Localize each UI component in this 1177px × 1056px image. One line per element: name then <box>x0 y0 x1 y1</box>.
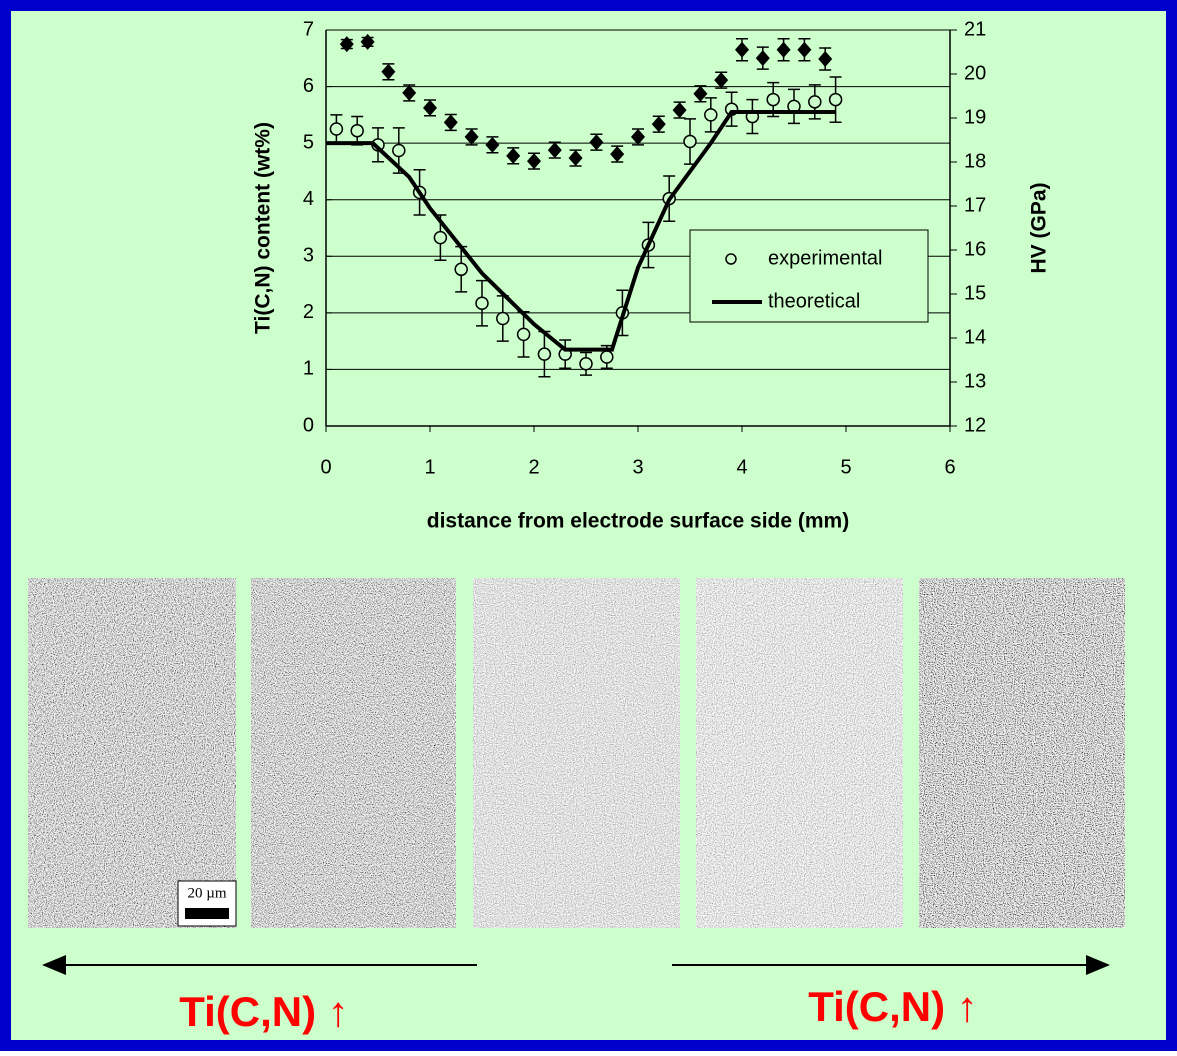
data-point <box>797 41 812 58</box>
data-point <box>818 51 833 68</box>
data-point <box>631 128 645 145</box>
micrograph <box>251 578 456 928</box>
x-tick-label: 3 <box>632 456 643 478</box>
y-tick-label: 3 <box>303 245 314 267</box>
data-point <box>776 41 791 58</box>
x-axis-title: distance from electrode surface side (mm… <box>427 510 849 533</box>
data-point <box>704 108 718 122</box>
data-point <box>443 114 458 131</box>
data-point <box>360 33 375 50</box>
x-tick-label: 1 <box>424 456 435 478</box>
data-point <box>350 123 364 138</box>
legend-label: theoretical <box>768 290 860 312</box>
x-tick-label: 0 <box>320 456 331 478</box>
data-point <box>579 357 593 371</box>
micrograph <box>28 578 236 928</box>
data-point <box>329 122 344 136</box>
data-point <box>527 153 541 170</box>
y2-tick-label: 18 <box>964 150 986 172</box>
x-tick-label: 5 <box>840 456 851 478</box>
x-tick-label: 2 <box>528 456 539 478</box>
micrographs: 20 µm <box>28 578 1125 928</box>
theoretical-line <box>326 110 836 352</box>
y2-tick-label: 14 <box>964 326 986 348</box>
y2-axis-title: HV (GPa) <box>1028 182 1051 273</box>
data-point <box>693 85 708 102</box>
y-tick-label: 1 <box>303 358 314 380</box>
y2-tick-label: 17 <box>964 194 986 216</box>
data-point <box>600 350 614 364</box>
data-point <box>339 36 354 53</box>
y2-tick-label: 16 <box>964 238 986 260</box>
data-point <box>464 128 479 145</box>
x-tick-label: 4 <box>736 456 747 478</box>
data-point <box>714 72 729 89</box>
data-point <box>735 41 749 58</box>
data-point <box>537 347 552 361</box>
y2-tick-label: 12 <box>964 414 986 436</box>
y-axis-title: Ti(C,N) content (wt%) <box>252 122 275 334</box>
data-point <box>423 99 437 116</box>
data-point <box>433 230 448 245</box>
data-point <box>755 50 770 67</box>
data-point <box>651 116 666 133</box>
data-point <box>828 92 843 107</box>
data-point <box>683 134 697 149</box>
y2-tick-label: 21 <box>964 18 986 40</box>
data-point <box>392 143 406 158</box>
y-tick-label: 4 <box>303 188 314 210</box>
y-tick-label: 7 <box>303 18 314 40</box>
micrograph <box>919 578 1125 928</box>
y-tick-label: 5 <box>303 131 314 153</box>
data-point <box>547 142 562 159</box>
data-point <box>516 327 531 342</box>
data-point <box>568 150 583 167</box>
micrograph <box>696 578 903 928</box>
y2-tick-label: 19 <box>964 106 986 128</box>
micrograph <box>473 578 680 928</box>
y2-tick-label: 20 <box>964 62 986 84</box>
data-point <box>402 84 417 101</box>
y-tick-label: 6 <box>303 75 314 97</box>
data-point <box>506 147 521 164</box>
data-point <box>610 146 625 163</box>
data-point <box>496 311 510 326</box>
arrow-label: Ti(C,N) ↑ <box>179 988 349 1035</box>
data-point <box>381 63 396 80</box>
data-point <box>808 95 822 109</box>
legend <box>689 229 929 323</box>
data-point <box>454 262 468 277</box>
scale-bar <box>185 908 229 919</box>
y-tick-label: 0 <box>303 414 314 436</box>
y2-tick-label: 13 <box>964 370 986 392</box>
data-point <box>766 92 780 107</box>
arrow-label: Ti(C,N) ↑ <box>808 983 978 1030</box>
y2-tick-label: 15 <box>964 282 986 304</box>
x-tick-label: 6 <box>944 456 955 478</box>
data-point <box>672 102 687 119</box>
data-point <box>589 134 604 151</box>
legend-swatch <box>725 253 737 265</box>
y-tick-label: 2 <box>303 301 314 323</box>
data-point <box>485 136 500 153</box>
legend-label: experimental <box>768 247 883 269</box>
scale-label: 20 µm <box>187 885 226 901</box>
data-point <box>475 296 489 310</box>
